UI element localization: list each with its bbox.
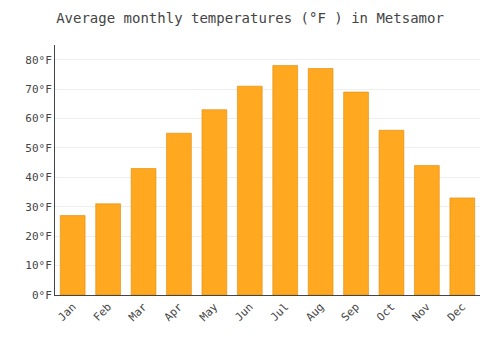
svg-text:Average monthly temperatures (: Average monthly temperatures (°F ) in Me…: [56, 10, 444, 26]
svg-text:20°F: 20°F: [25, 230, 52, 243]
svg-text:50°F: 50°F: [25, 142, 52, 155]
svg-text:Jul: Jul: [268, 301, 291, 324]
svg-text:Oct: Oct: [374, 301, 397, 324]
svg-text:Apr: Apr: [162, 300, 186, 324]
svg-text:Aug: Aug: [303, 301, 326, 324]
svg-text:60°F: 60°F: [25, 112, 52, 125]
svg-text:Sep: Sep: [339, 301, 362, 324]
svg-text:Feb: Feb: [91, 301, 114, 324]
svg-text:May: May: [197, 300, 221, 324]
svg-text:Nov: Nov: [410, 300, 434, 324]
svg-text:10°F: 10°F: [25, 259, 52, 272]
svg-text:80°F: 80°F: [25, 54, 52, 67]
svg-text:Dec: Dec: [445, 301, 468, 324]
svg-text:70°F: 70°F: [25, 83, 52, 96]
svg-text:Mar: Mar: [126, 300, 150, 324]
svg-text:Jan: Jan: [55, 301, 78, 324]
svg-text:0°F: 0°F: [32, 289, 52, 302]
svg-text:30°F: 30°F: [25, 201, 52, 214]
svg-text:Jun: Jun: [233, 301, 256, 324]
svg-text:40°F: 40°F: [25, 171, 52, 184]
